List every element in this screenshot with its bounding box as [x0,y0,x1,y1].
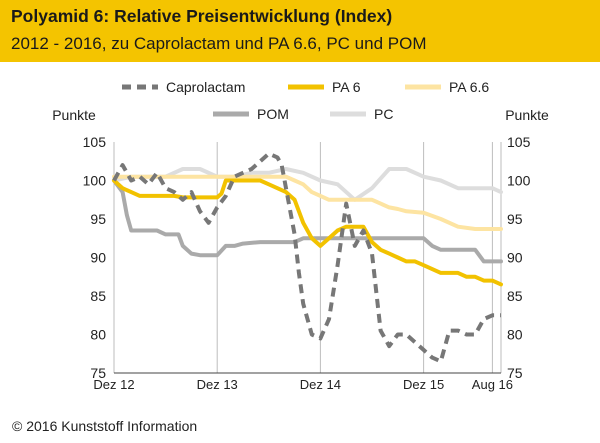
y-tick-right: 75 [507,365,523,381]
chart-legend: Caprolactam PA 6 PA 6.6 POM PC [122,79,489,122]
y-tick-left: 105 [83,134,107,150]
legend-label-pa-6: PA 6 [332,79,361,95]
y-tick-right: 80 [507,327,523,343]
y-axis-label-left: Punkte [52,107,96,123]
y-tick-left: 75 [90,365,106,381]
y-tick-left: 80 [90,327,106,343]
x-tick-labels: Dez 12 Dez 13 Dez 14 Dez 15 Aug 16 [93,377,513,392]
series-line-pa-6-6 [112,174,503,231]
x-tick-label: Dez 12 [93,377,134,392]
y-tick-left: 100 [83,173,107,189]
y-tick-right: 95 [507,211,523,227]
legend-label-pom: POM [257,106,289,122]
x-tick-label: Aug 16 [472,377,513,392]
y-tick-left: 85 [90,288,106,304]
y-tick-left: 95 [90,211,106,227]
series-line-caprolactam [112,151,501,364]
y-tick-left: 90 [90,250,106,266]
legend-label-pa-6-6: PA 6.6 [449,79,489,95]
data-series [112,151,503,364]
line-chart: Caprolactam PA 6 PA 6.6 POM PC Punkte Punkte… [52,79,549,392]
y-tick-right: 100 [507,173,531,189]
copyright-note: © 2016 Kunststoff Information [12,418,198,434]
chart-subtitle: 2012 - 2016, zu Caprolactam und PA 6.6, … [11,34,427,53]
chart-title: Polyamid 6: Relative Preisentwicklung (I… [11,6,393,26]
legend-label-pc: PC [374,106,393,122]
series-line-pc [112,167,503,202]
series-line-pom [112,178,503,264]
legend-label-caprolactam: Caprolactam [166,79,245,95]
chart-header: Polyamid 6: Relative Preisentwicklung (I… [0,0,600,62]
y-axis-label-right: Punkte [505,107,549,123]
y-tick-right: 90 [507,250,523,266]
x-tick-label: Dez 14 [300,377,341,392]
y-tick-labels: 75 75 80 80 85 85 90 90 95 95 100 100 105 105 [83,134,531,381]
y-tick-right: 85 [507,288,523,304]
y-tick-right: 105 [507,134,531,150]
x-tick-label: Dez 15 [403,377,444,392]
x-tick-label: Dez 13 [197,377,238,392]
